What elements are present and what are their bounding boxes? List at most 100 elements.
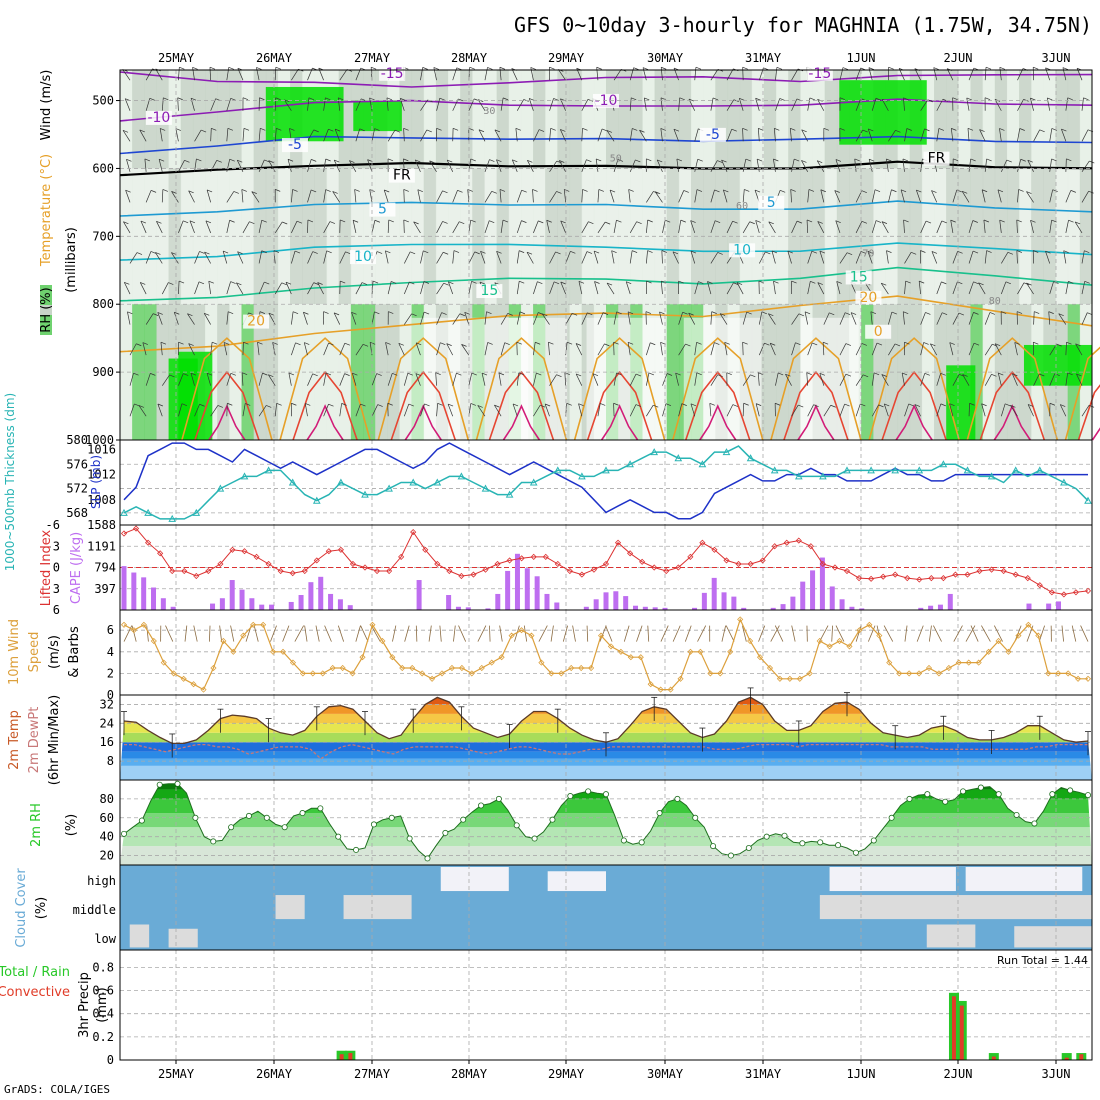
wind-barb: [1016, 250, 1018, 264]
wind-barb-flag: [470, 219, 476, 223]
wind-barb: [461, 344, 470, 356]
surface-heating-contour: [770, 337, 862, 441]
contour-label-FR: FR: [393, 168, 411, 184]
rh-marker: [531, 835, 538, 842]
wind-barb: [323, 404, 329, 417]
li-marker: [313, 557, 320, 564]
wind-10m-barb: [131, 625, 137, 642]
wind-barb-flag: [171, 191, 177, 194]
wind-barb: [904, 128, 908, 142]
wind-barb-flag: [605, 221, 611, 225]
wind-barb: [643, 97, 647, 111]
wind-barb: [560, 129, 566, 142]
rh-band-upper: [253, 70, 267, 169]
contour-label-15: 15: [850, 269, 868, 285]
rh-marker: [174, 780, 181, 787]
wind-barb: [177, 97, 179, 111]
wind-barb: [678, 220, 682, 233]
wind-barb: [997, 372, 1002, 386]
cape-bar: [849, 606, 855, 610]
wind-barb-flag: [973, 312, 979, 315]
surface-heating-contour: [1091, 427, 1100, 441]
wind-barb-flag: [714, 342, 720, 345]
wind-barb: [888, 189, 892, 203]
wind-barb-flag: [635, 404, 642, 407]
rh-band-upper: [411, 70, 425, 169]
wind-barb: [1065, 220, 1069, 234]
wind-barb-flag: [659, 311, 665, 315]
wind-barb-flag: [556, 374, 562, 378]
wind-barb: [161, 97, 164, 111]
wind-barb-flag: [560, 281, 566, 285]
wind-barb: [291, 221, 298, 234]
wind-barb-flag: [690, 220, 696, 223]
wind-barb: [436, 403, 438, 417]
wind-barb: [354, 189, 357, 203]
wind-barb-flag: [904, 341, 910, 345]
wind-barb-flag: [717, 374, 723, 377]
rh-band-low: [1006, 304, 1020, 440]
bottom-date-label-3JUN: 3JUN: [1042, 1067, 1071, 1081]
wind-10m-barb: [721, 625, 727, 642]
wind-barb-flag: [916, 189, 922, 193]
wind-barb-flag: [526, 251, 533, 255]
wind-barb: [807, 404, 814, 417]
wind-barb: [613, 220, 617, 233]
wind-barb: [452, 250, 455, 264]
wind-barb-flag: [1027, 159, 1033, 163]
wind-barb-flag: [288, 372, 295, 376]
wind-barb-flag: [941, 281, 947, 285]
wind-barb: [323, 250, 328, 264]
precip-convective-bar: [991, 1056, 996, 1060]
wind-speed-marker: [220, 637, 227, 645]
rh-tick-60: 60: [100, 811, 114, 825]
rh-band-low: [363, 304, 376, 440]
li-marker: [1024, 575, 1031, 582]
wind-barb-flag: [842, 67, 849, 70]
wind-barb: [478, 129, 486, 142]
wind-barb: [339, 343, 346, 356]
wind-barb: [850, 312, 857, 325]
wind-barb-flag: [206, 189, 213, 193]
wind-barb-flag: [377, 404, 383, 407]
thickness-marker: [288, 478, 297, 486]
rh-band-mid: [1006, 168, 1020, 305]
wind-barb-flag: [731, 128, 737, 132]
li-marker: [627, 550, 634, 557]
wind-barb: [710, 189, 715, 203]
wind-barb: [902, 158, 905, 172]
cape-bar: [937, 604, 943, 610]
wind-barb: [791, 220, 798, 234]
wind-barb: [822, 342, 825, 356]
wind-barb: [210, 342, 213, 356]
wind-barb: [468, 281, 472, 295]
wind-speed-marker: [319, 670, 326, 677]
wind-speed-marker: [747, 637, 754, 645]
wind-speed-marker: [329, 664, 336, 672]
wind-barb: [516, 99, 525, 111]
wind-tick-2: 2: [107, 666, 114, 680]
wind-barb: [791, 404, 799, 417]
wind-barb: [565, 251, 571, 264]
wind-barb-flag: [998, 372, 1004, 376]
thickness-marker: [264, 466, 273, 474]
wind-barb-flag: [991, 373, 997, 377]
wind-barb-flag: [900, 189, 907, 193]
cape-bar: [603, 592, 609, 610]
wind-speed-marker: [955, 659, 962, 666]
wind-barb-flag: [696, 372, 702, 376]
wind-barb: [468, 372, 473, 386]
wind-barb-flag: [956, 189, 962, 193]
wind-barb: [707, 281, 712, 295]
wind-barb: [654, 191, 663, 203]
li-marker: [1060, 591, 1067, 598]
wind-barb: [527, 160, 534, 172]
wind-barb: [268, 374, 276, 386]
wind-barb: [226, 98, 232, 111]
wind-speed-marker: [478, 664, 485, 672]
wind-barb: [675, 372, 679, 386]
wind-barb-flag: [268, 160, 274, 163]
wind-barb-flag: [529, 98, 535, 101]
cape-bar: [514, 553, 520, 610]
wind-barb: [613, 69, 622, 81]
